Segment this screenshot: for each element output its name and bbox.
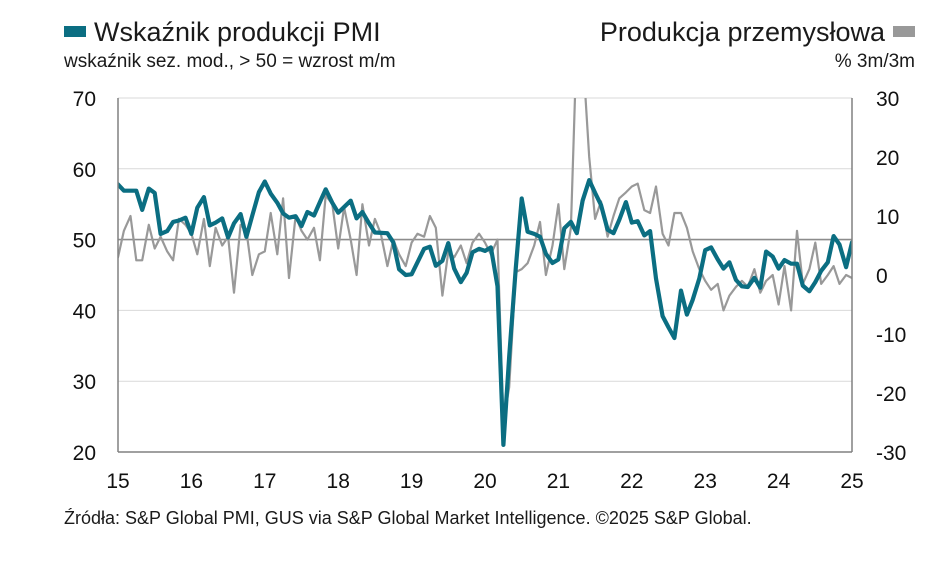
legend-pmi: Wskaźnik produkcji PMI wskaźnik sez. mod… [64,14,396,74]
x-tick-label-7: 22 [620,470,643,493]
x-tick-label-8: 23 [694,470,717,493]
x-tick-label-9: 24 [767,470,791,493]
series-layer [118,98,852,447]
pmi-swatch-icon [64,26,86,38]
y-left-tick-label-1: 30 [73,371,96,394]
pmi-series-line [118,178,852,447]
legend-industrial-production: Produkcja przemysłowa % 3m/3m [600,14,915,74]
x-tick-label-1: 16 [180,470,203,493]
legend-pmi-subtitle: wskaźnik sez. mod., > 50 = wzrost m/m [64,51,396,72]
y-left-tick-label-5: 70 [73,88,96,111]
y-right-tick-label-3: 0 [876,265,888,288]
y-left-tick-label-4: 60 [73,159,96,182]
y-right-tick-label-6: 30 [876,88,899,111]
x-tick-label-10: 25 [840,470,863,493]
grid-layer [118,97,852,453]
x-tick-label-2: 17 [253,470,276,493]
y-right-tick-label-0: -30 [876,442,906,465]
y-left-tick-label-2: 40 [73,300,96,323]
x-tick-label-4: 19 [400,470,423,493]
source-note: Źródła: S&P Global PMI, GUS via S&P Glob… [64,508,752,528]
legend-ip-title: Produkcja przemysłowa [600,14,915,50]
axis-layer: 20 30 40 50 60 70 -30 -20 -10 0 10 20 30 15 16 17 18 19 20… [73,88,907,493]
ip-swatch-icon [893,26,915,38]
legend-ip-label: Produkcja przemysłowa [599,17,885,47]
y-left-tick-label-3: 50 [73,230,96,253]
y-left-tick-label-0: 20 [73,442,96,465]
x-tick-label-6: 21 [547,470,570,493]
y-right-tick-label-1: -20 [876,383,906,406]
x-tick-label-0: 15 [106,470,129,493]
legend-ip-subtitle: % 3m/3m [834,51,915,72]
legend-pmi-title: Wskaźnik produkcji PMI [64,14,396,50]
legend-pmi-label: Wskaźnik produkcji PMI [94,17,381,47]
x-tick-label-3: 18 [327,470,350,493]
x-tick-label-5: 20 [473,470,496,493]
y-right-tick-label-2: -10 [876,324,906,347]
y-right-tick-label-4: 10 [876,206,899,229]
y-right-tick-label-5: 20 [876,147,899,170]
